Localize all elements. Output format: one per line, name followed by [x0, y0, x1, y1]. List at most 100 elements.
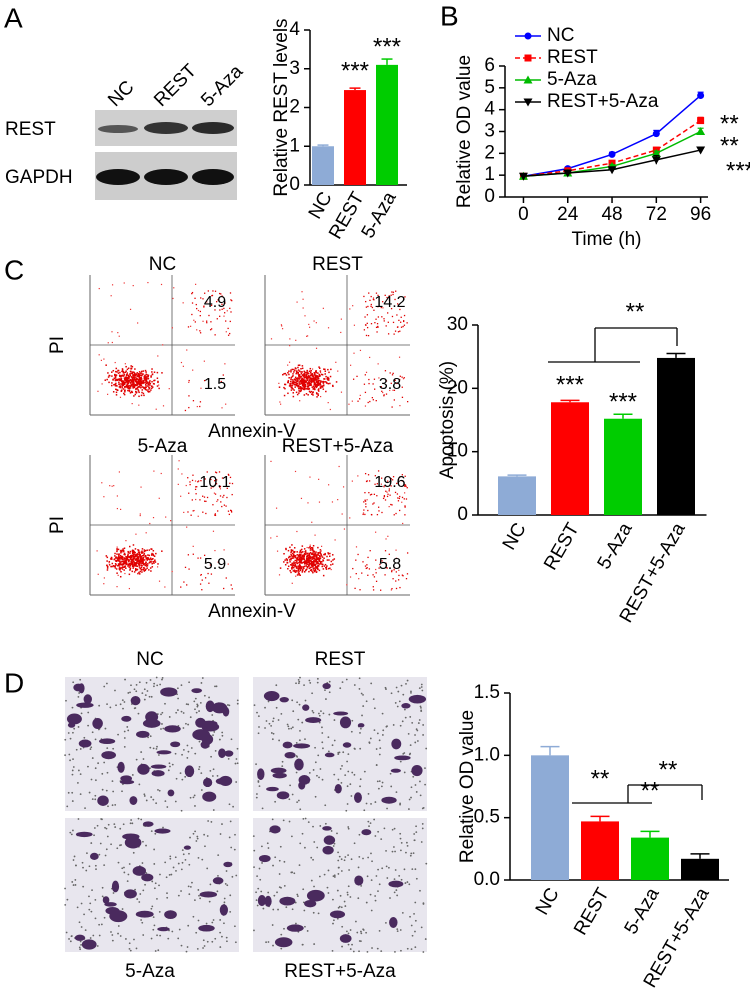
cell: [293, 743, 311, 749]
event-dot: [327, 378, 329, 381]
event-dot: [296, 393, 299, 396]
pore: [287, 725, 290, 728]
pore: [223, 901, 226, 904]
pore: [79, 948, 82, 951]
event-dot: [314, 552, 316, 554]
event-dot: [196, 405, 198, 408]
event-dot: [311, 386, 313, 388]
pore: [169, 857, 172, 860]
pore: [73, 855, 76, 858]
pore: [79, 678, 82, 681]
pore: [277, 719, 280, 721]
event-dot: [357, 553, 359, 556]
y-tick-label: 10: [447, 441, 468, 462]
flow-plot: [89, 455, 235, 596]
event-dot: [221, 505, 223, 508]
pore: [86, 852, 88, 855]
micrograph: [64, 817, 239, 953]
event-dot: [307, 386, 310, 388]
pore: [264, 706, 266, 709]
pore: [333, 919, 335, 922]
event-dot: [324, 552, 326, 555]
cell: [388, 880, 404, 888]
event-dot: [113, 485, 115, 487]
pore: [336, 917, 339, 920]
event-dot: [396, 326, 399, 328]
event-dot: [374, 322, 376, 324]
cell: [167, 789, 175, 797]
pore: [202, 947, 204, 949]
pore: [313, 841, 316, 843]
pore: [281, 760, 284, 763]
cell: [111, 880, 120, 893]
event-dot: [122, 549, 125, 552]
event-dot: [302, 386, 305, 388]
event-dot: [130, 379, 133, 382]
event-dot: [297, 556, 299, 559]
event-dot: [373, 299, 375, 301]
event-dot: [291, 368, 294, 371]
pore: [115, 704, 117, 707]
event-dot: [289, 384, 292, 387]
pore: [73, 727, 76, 730]
event-dot: [147, 377, 150, 380]
pore: [94, 738, 97, 741]
event-dot: [132, 374, 134, 377]
event-dot: [390, 589, 392, 591]
event-dot: [393, 333, 395, 335]
event-dot: [375, 326, 378, 329]
event-dot: [114, 375, 117, 378]
y-tick-label: 1: [289, 135, 300, 156]
event-dot: [299, 390, 301, 393]
pore: [79, 940, 82, 943]
x-tick-label: 96: [690, 204, 711, 225]
pore: [408, 753, 411, 756]
event-dot: [314, 385, 317, 388]
legend-label: NC: [547, 25, 574, 46]
pore: [88, 895, 90, 898]
event-dot: [199, 401, 202, 403]
event-dot: [289, 385, 292, 387]
pore: [188, 893, 191, 896]
pore: [346, 803, 349, 805]
event-dot: [372, 589, 375, 591]
event-dot: [399, 378, 401, 381]
pore: [358, 855, 361, 858]
event-dot: [128, 587, 130, 590]
event-dot: [291, 384, 293, 387]
event-dot: [149, 560, 152, 563]
event-dot: [226, 310, 228, 312]
event-dot: [385, 380, 388, 382]
event-dot: [392, 578, 394, 580]
event-dot: [298, 572, 300, 575]
event-dot: [186, 349, 188, 351]
event-dot: [153, 379, 155, 382]
event-dot: [127, 564, 130, 566]
event-dot: [194, 480, 197, 482]
pore: [84, 807, 86, 809]
event-dot: [308, 376, 310, 379]
event-dot: [188, 379, 190, 382]
micrograph-label: REST: [315, 649, 366, 670]
event-dot: [150, 375, 152, 377]
event-dot: [309, 371, 312, 374]
pore: [419, 794, 422, 797]
event-dot: [111, 375, 113, 377]
pore: [77, 818, 80, 820]
pore: [177, 862, 180, 865]
pore: [233, 848, 236, 851]
event-dot: [126, 368, 129, 371]
event-dot: [374, 483, 376, 485]
event-dot: [331, 563, 334, 565]
pore: [97, 762, 100, 765]
event-dot: [224, 363, 226, 365]
event-dot: [141, 391, 143, 394]
event-dot: [124, 377, 126, 380]
y-tick-label: 20: [447, 377, 468, 398]
event-dot: [119, 556, 121, 559]
pore: [414, 784, 417, 786]
event-dot: [382, 307, 384, 309]
event-dot: [119, 385, 121, 388]
marker: [651, 148, 661, 157]
event-dot: [225, 505, 227, 507]
